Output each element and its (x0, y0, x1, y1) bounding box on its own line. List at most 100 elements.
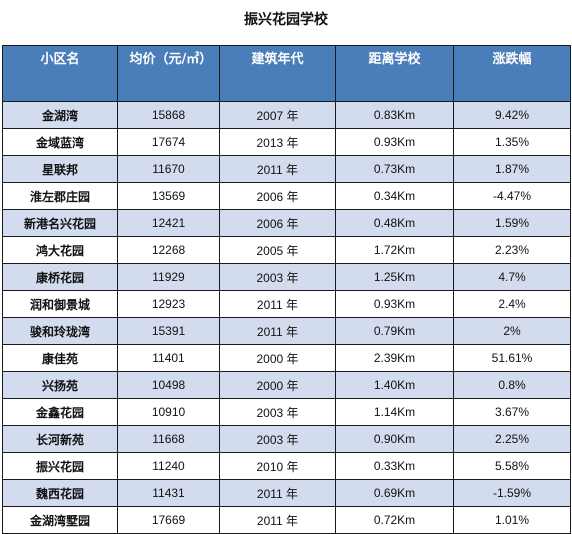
cell-price: 17674 (117, 128, 220, 156)
cell-year: 2000 年 (219, 344, 336, 372)
cell-distance: 0.83Km (335, 101, 454, 129)
cell-year: 2005 年 (219, 236, 336, 264)
cell-change: 1.87% (453, 155, 571, 183)
cell-year: 2011 年 (219, 479, 336, 507)
cell-name: 骏和玲珑湾 (2, 317, 118, 345)
cell-distance: 0.33Km (335, 452, 454, 480)
cell-name: 金湖湾 (2, 101, 118, 129)
cell-name: 润和御景城 (2, 290, 118, 318)
cell-distance: 0.73Km (335, 155, 454, 183)
cell-change: 51.61% (453, 344, 571, 372)
cell-price: 15391 (117, 317, 220, 345)
cell-change: 1.01% (453, 506, 571, 534)
cell-change: 5.58% (453, 452, 571, 480)
cell-price: 12421 (117, 209, 220, 237)
cell-price: 11929 (117, 263, 220, 291)
cell-distance: 1.40Km (335, 371, 454, 399)
cell-year: 2006 年 (219, 182, 336, 210)
table-row: 新港名兴花园 12421 2006 年 0.48Km 1.59% (2, 209, 571, 237)
cell-name: 金域蓝湾 (2, 128, 118, 156)
cell-price: 11401 (117, 344, 220, 372)
cell-year: 2011 年 (219, 506, 336, 534)
table-row: 金鑫花园 10910 2003 年 1.14Km 3.67% (2, 398, 571, 426)
header-change: 涨跌幅 (453, 45, 571, 102)
table-row: 骏和玲珑湾 15391 2011 年 0.79Km 2% (2, 317, 571, 345)
cell-year: 2000 年 (219, 371, 336, 399)
cell-year: 2011 年 (219, 317, 336, 345)
cell-price: 11431 (117, 479, 220, 507)
table-row: 星联邦 11670 2011 年 0.73Km 1.87% (2, 155, 571, 183)
cell-name: 新港名兴花园 (2, 209, 118, 237)
cell-name: 星联邦 (2, 155, 118, 183)
table-row: 康佳苑 11401 2000 年 2.39Km 51.61% (2, 344, 571, 372)
page-title: 振兴花园学校 (244, 12, 328, 28)
cell-name: 康桥花园 (2, 263, 118, 291)
cell-name: 魏西花园 (2, 479, 118, 507)
cell-change: 2% (453, 317, 571, 345)
cell-name: 金鑫花园 (2, 398, 118, 426)
table-row: 金域蓝湾 17674 2013 年 0.93Km 1.35% (2, 128, 571, 156)
cell-price: 12268 (117, 236, 220, 264)
table-row: 金湖湾 15868 2007 年 0.83Km 9.42% (2, 101, 571, 129)
header-name: 小区名 (2, 45, 118, 102)
cell-distance: 1.14Km (335, 398, 454, 426)
cell-change: -4.47% (453, 182, 571, 210)
table-row: 兴扬苑 10498 2000 年 1.40Km 0.8% (2, 371, 571, 399)
cell-year: 2011 年 (219, 155, 336, 183)
cell-year: 2010 年 (219, 452, 336, 480)
cell-price: 11670 (117, 155, 220, 183)
table-row: 长河新苑 11668 2003 年 0.90Km 2.25% (2, 425, 571, 453)
table-row: 魏西花园 11431 2011 年 0.69Km -1.59% (2, 479, 571, 507)
cell-change: 2.4% (453, 290, 571, 318)
cell-price: 10910 (117, 398, 220, 426)
cell-price: 15868 (117, 101, 220, 129)
cell-distance: 0.79Km (335, 317, 454, 345)
cell-change: 2.25% (453, 425, 571, 453)
header-price: 均价（元/㎡） (117, 45, 220, 102)
cell-distance: 0.90Km (335, 425, 454, 453)
cell-change: 1.35% (453, 128, 571, 156)
cell-change: 1.59% (453, 209, 571, 237)
cell-change: 2.23% (453, 236, 571, 264)
cell-year: 2003 年 (219, 425, 336, 453)
table-row: 振兴花园 11240 2010 年 0.33Km 5.58% (2, 452, 571, 480)
table-row: 鸿大花园 12268 2005 年 1.72Km 2.23% (2, 236, 571, 264)
cell-price: 12923 (117, 290, 220, 318)
cell-year: 2011 年 (219, 290, 336, 318)
cell-distance: 0.72Km (335, 506, 454, 534)
cell-distance: 0.69Km (335, 479, 454, 507)
cell-distance: 0.93Km (335, 290, 454, 318)
table-header-row: 小区名 均价（元/㎡） 建筑年代 距离学校 涨跌幅 (2, 45, 571, 102)
cell-price: 17669 (117, 506, 220, 534)
header-year: 建筑年代 (219, 45, 336, 102)
cell-name: 振兴花园 (2, 452, 118, 480)
cell-price: 11240 (117, 452, 220, 480)
cell-price: 11668 (117, 425, 220, 453)
school-district-table: 小区名 均价（元/㎡） 建筑年代 距离学校 涨跌幅 金湖湾 15868 2007 年… (2, 45, 571, 534)
table-row: 金湖湾墅园 17669 2011 年 0.72Km 1.01% (2, 506, 571, 534)
cell-distance: 2.39Km (335, 344, 454, 372)
cell-name: 康佳苑 (2, 344, 118, 372)
cell-distance: 1.72Km (335, 236, 454, 264)
cell-change: 0.8% (453, 371, 571, 399)
cell-year: 2003 年 (219, 398, 336, 426)
cell-name: 金湖湾墅园 (2, 506, 118, 534)
cell-year: 2013 年 (219, 128, 336, 156)
cell-distance: 1.25Km (335, 263, 454, 291)
cell-change: 3.67% (453, 398, 571, 426)
table-row: 康桥花园 11929 2003 年 1.25Km 4.7% (2, 263, 571, 291)
cell-name: 兴扬苑 (2, 371, 118, 399)
table-row: 淮左郡庄园 13569 2006 年 0.34Km -4.47% (2, 182, 571, 210)
header-price-label: 均价（元/㎡） (129, 52, 213, 67)
cell-distance: 0.48Km (335, 209, 454, 237)
cell-price: 10498 (117, 371, 220, 399)
cell-change: 4.7% (453, 263, 571, 291)
cell-year: 2007 年 (219, 101, 336, 129)
table-row: 润和御景城 12923 2011 年 0.93Km 2.4% (2, 290, 571, 318)
cell-change: 9.42% (453, 101, 571, 129)
cell-name: 鸿大花园 (2, 236, 118, 264)
cell-year: 2003 年 (219, 263, 336, 291)
cell-name: 淮左郡庄园 (2, 182, 118, 210)
cell-distance: 0.93Km (335, 128, 454, 156)
cell-change: -1.59% (453, 479, 571, 507)
